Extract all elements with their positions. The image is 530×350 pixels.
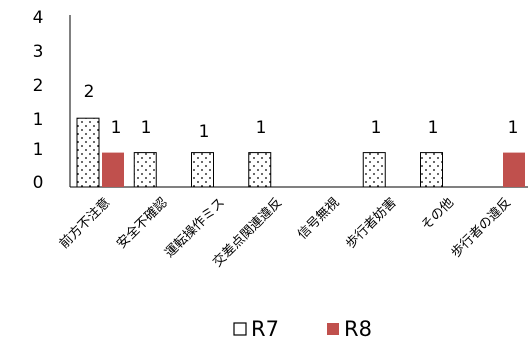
data-label: 1 (111, 118, 122, 138)
y-tick-label: 4 (33, 8, 44, 28)
x-category-label: 歩行者の違反 (448, 195, 514, 261)
y-tick-label: 5 (33, 0, 44, 5)
data-label: 1 (508, 118, 519, 138)
data-label: 1 (141, 118, 152, 138)
data-label: 1 (371, 118, 382, 138)
y-tick-label: 3 (33, 42, 44, 62)
data-label: 1 (256, 118, 267, 138)
bar-r7-2 (191, 152, 214, 188)
legend-label: R7 (251, 317, 279, 341)
x-category-label: 信号無視 (295, 195, 342, 242)
legend-label: R8 (344, 317, 372, 341)
x-category-label: その他 (419, 195, 457, 233)
y-tick-label: 1 (33, 110, 44, 130)
bar-r7-1 (133, 152, 157, 188)
legend-swatch-r8 (327, 323, 339, 335)
bar-r7-3 (248, 152, 272, 188)
bar-r8-7 (503, 152, 525, 187)
plot-area: 011234521111111前方不注意安全不確認運転操作ミス交差点関連違反信号… (33, 0, 528, 270)
y-tick-label: 2 (33, 76, 44, 96)
x-category-label: 前方不注意 (56, 195, 113, 252)
data-label: 1 (428, 118, 439, 138)
x-category-label: 歩行者妨害 (342, 195, 399, 252)
legend: R7 R8 (233, 317, 372, 341)
y-tick-label: 0 (33, 173, 44, 193)
x-category-label: 安全不確認 (113, 195, 170, 252)
bar-r7-0 (76, 117, 100, 188)
data-label: 1 (199, 122, 210, 142)
bar-r7-6 (420, 152, 443, 188)
bar-r7-5 (362, 152, 386, 188)
bar-r8-0 (102, 152, 124, 187)
data-label: 2 (84, 82, 95, 102)
y-tick-label: 1 (33, 140, 44, 160)
legend-swatch-r7 (233, 322, 247, 336)
